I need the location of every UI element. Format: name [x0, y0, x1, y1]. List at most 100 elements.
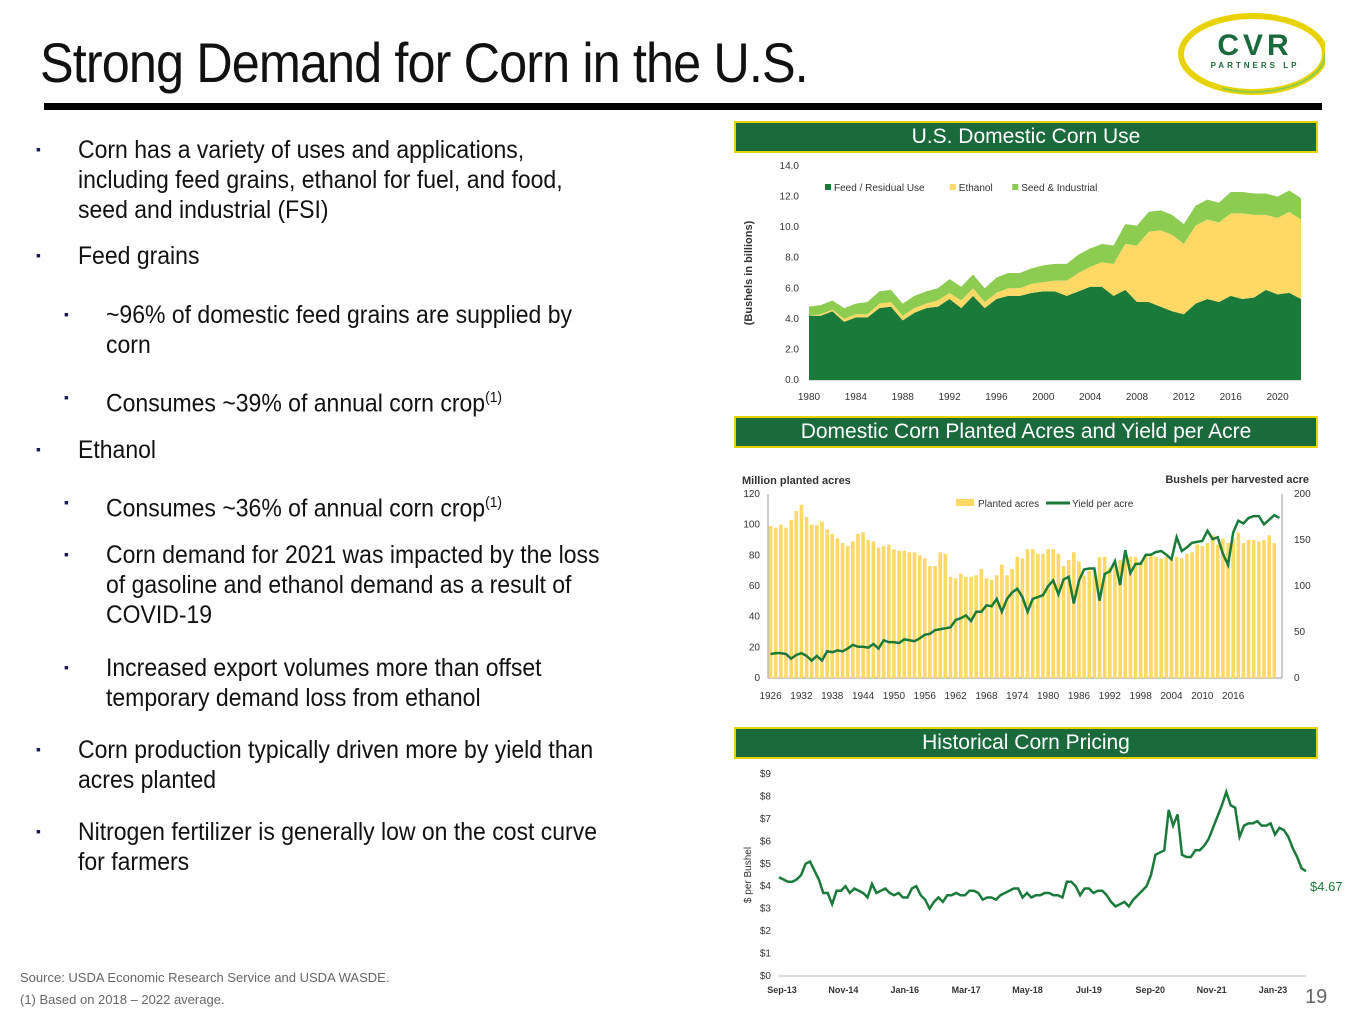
bar	[835, 538, 840, 678]
bar	[1154, 556, 1158, 678]
bar	[1108, 567, 1112, 678]
legend-swatch	[956, 499, 974, 506]
chart1-title: U.S. Domestic Corn Use	[734, 121, 1318, 153]
bar	[876, 547, 881, 678]
bar	[1118, 559, 1122, 678]
bar	[958, 573, 963, 678]
x-tick-label: 1992	[1099, 691, 1122, 702]
y-axis-label: (Bushels in billions)	[743, 220, 755, 325]
bar	[1251, 540, 1256, 678]
x-tick-label: Mar-17	[952, 985, 981, 995]
bullet-line: including feed grains, ethanol for fuel,…	[78, 166, 563, 194]
legend-swatch	[825, 184, 831, 190]
y-tick-label: 4.0	[785, 314, 799, 325]
bar	[1041, 553, 1045, 678]
bullet-item: Corn demand for 2021 was impacted by the…	[106, 540, 599, 630]
x-tick-label: 1998	[1130, 691, 1153, 702]
x-tick-label: 2004	[1079, 392, 1102, 403]
bar	[851, 541, 855, 678]
legend-label: Ethanol	[959, 183, 993, 194]
y-tick-label: $5	[760, 859, 772, 870]
bullet-item: Feed grains	[78, 241, 199, 271]
logo-text: CVR	[1217, 29, 1292, 62]
x-tick-label: 1968	[975, 691, 998, 702]
bullet-line: ~96% of domestic feed grains are supplie…	[106, 301, 573, 329]
x-tick-label: 1986	[1068, 691, 1091, 702]
bullet-line: Feed grains	[78, 242, 200, 270]
price-line	[778, 787, 1307, 912]
bullet-marker: ▪	[36, 247, 41, 263]
bar	[815, 524, 819, 678]
bar	[1077, 561, 1081, 678]
bar	[989, 579, 994, 678]
bar	[912, 552, 917, 678]
y2-tick-label: 150	[1294, 535, 1311, 546]
bar	[1082, 575, 1086, 678]
bar	[1051, 549, 1056, 678]
bar	[881, 546, 886, 678]
x-tick-label: 2000	[1032, 392, 1055, 403]
bar	[1215, 544, 1220, 678]
bar	[897, 550, 901, 678]
x-tick-label: Jul-19	[1076, 985, 1102, 995]
x-tick-label: Jan-16	[890, 985, 919, 995]
bar	[1113, 566, 1117, 678]
bar	[1179, 558, 1184, 678]
legend-label: Feed / Residual Use	[834, 183, 925, 194]
bullet-line: Consumes ~39% of annual corn crop(1)	[106, 389, 502, 418]
bar	[1236, 532, 1241, 678]
bar	[1221, 538, 1225, 678]
bar	[1128, 556, 1133, 678]
legend-label: Planted acres	[978, 499, 1039, 510]
bullet-item: Increased export volumes more than offse…	[106, 653, 542, 713]
bar	[1257, 541, 1261, 678]
title-rule	[44, 103, 1322, 110]
bar	[938, 552, 942, 678]
x-tick-label: 1992	[938, 392, 961, 403]
bar	[886, 544, 891, 678]
bar	[1185, 553, 1189, 678]
bullet-marker: ▪	[36, 823, 41, 839]
bullet-marker: ▪	[36, 441, 41, 457]
bullet-marker: ▪	[64, 389, 69, 405]
bullet-line: COVID-19	[106, 601, 213, 629]
bullet-line: Ethanol	[78, 436, 157, 464]
bullet-marker: ▪	[64, 494, 69, 510]
bullet-line: Corn demand for 2021 was impacted by the…	[106, 541, 600, 569]
x-tick-label: 1988	[892, 392, 915, 403]
bar	[1205, 543, 1210, 678]
bullet-line: corn	[106, 331, 151, 359]
footnote: (1) Based on 2018 – 2022 average.	[20, 992, 225, 1007]
x-tick-label: Nov-21	[1197, 985, 1227, 995]
x-tick-label: 1974	[1006, 691, 1029, 702]
area-series-2	[809, 190, 1301, 319]
last-price-label: $4.67	[1310, 879, 1343, 894]
bar	[820, 521, 824, 678]
x-tick-label: 1932	[790, 691, 813, 702]
bullet-line: Consumes ~36% of annual corn crop(1)	[106, 494, 502, 523]
bar	[1030, 549, 1035, 678]
x-tick-label: Jan-23	[1259, 985, 1288, 995]
page-number: 19	[1305, 986, 1328, 1008]
bar	[1190, 552, 1194, 678]
y-tick-label: $3	[760, 904, 772, 915]
x-tick-label: 1938	[821, 691, 844, 702]
bar	[1169, 558, 1174, 678]
bar	[840, 543, 845, 678]
bullet-line: of gasoline and ethanol demand as a resu…	[106, 571, 572, 599]
bar	[789, 520, 793, 678]
bar	[1143, 555, 1148, 678]
y2-tick-label: 50	[1294, 627, 1306, 638]
bar	[768, 526, 773, 678]
bar	[1149, 553, 1153, 678]
bar	[856, 533, 860, 678]
y-tick-label: 120	[743, 489, 760, 500]
bar	[974, 575, 978, 678]
bullet-item: Corn production typically driven more by…	[78, 735, 593, 795]
bar	[1226, 543, 1230, 678]
bar	[892, 549, 896, 678]
bullet-line: for farmers	[78, 848, 190, 876]
bullet-marker: ▪	[36, 141, 41, 157]
planted-acres-yield-chart: Million planted acres Bushels per harvest…	[742, 474, 1311, 702]
x-tick-label: 1984	[845, 392, 868, 403]
